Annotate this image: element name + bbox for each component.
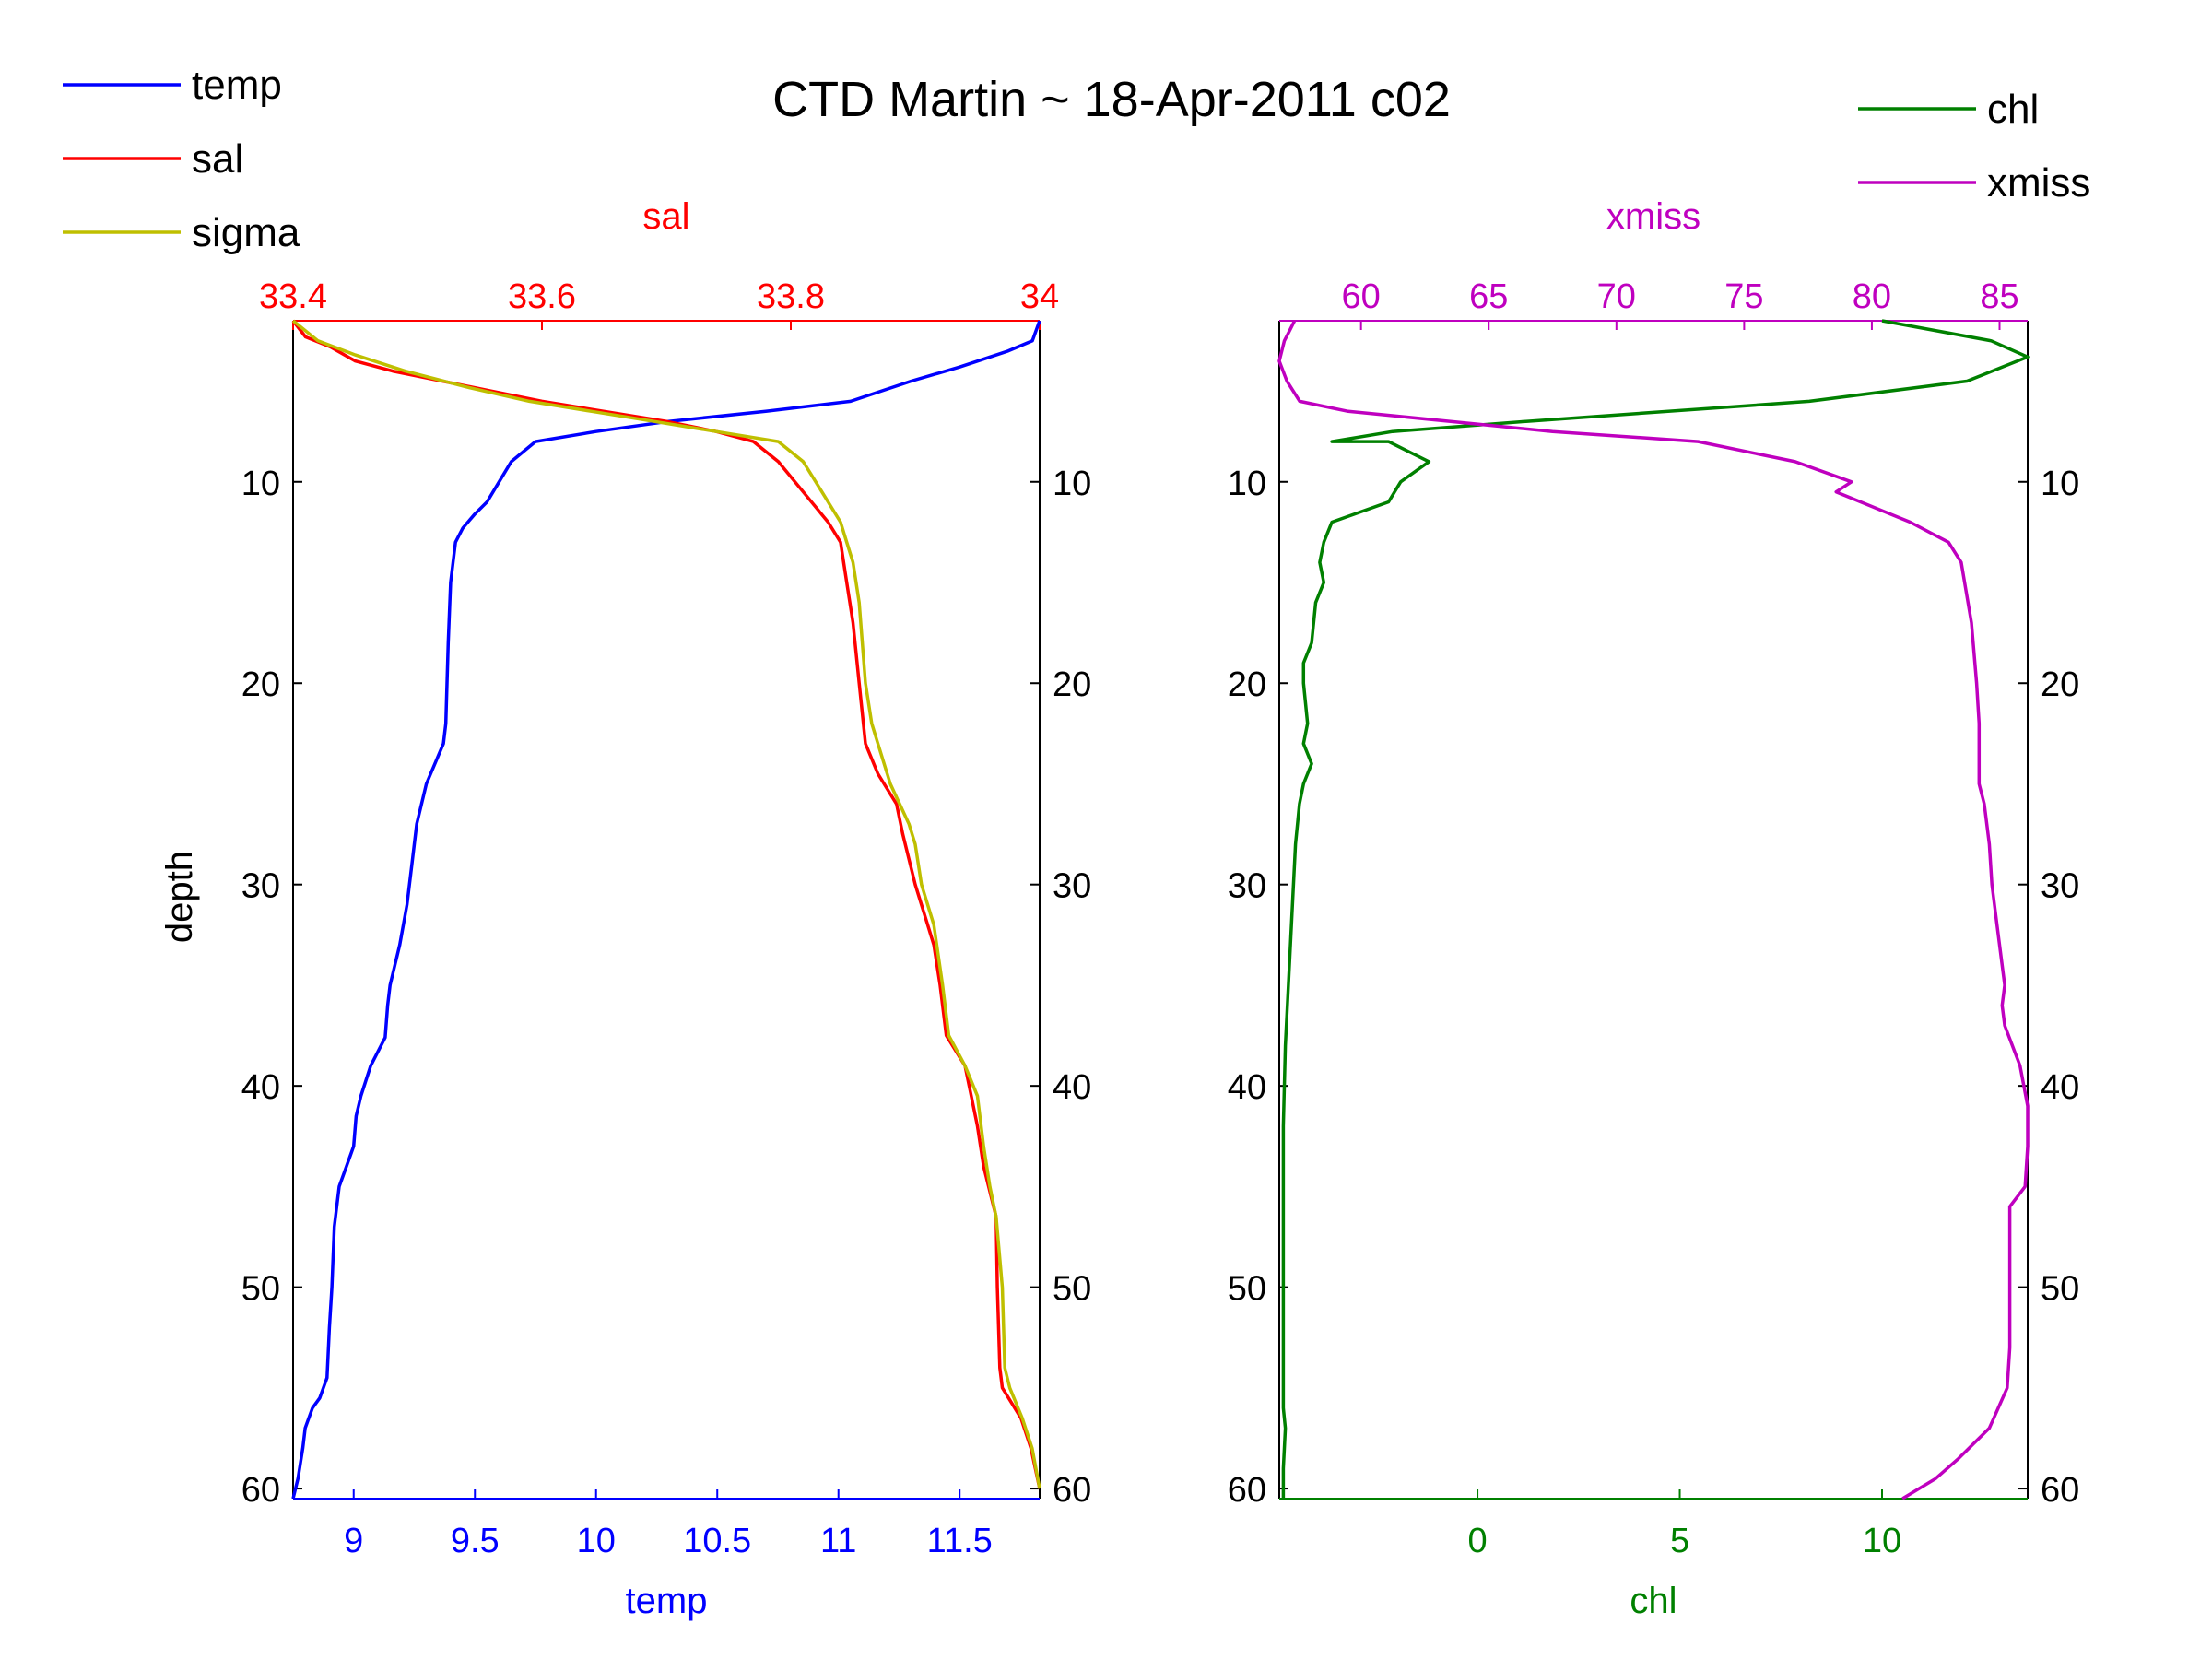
y-tick-label-right: 30 <box>2041 867 2079 906</box>
x-top-tick-label: 75 <box>1724 277 1763 316</box>
series-line-chl <box>1281 319 2030 1499</box>
x-top-axis-label: sal <box>642 196 689 237</box>
series-line-sal <box>291 319 1041 1489</box>
y-tick-label-left: 20 <box>241 665 280 704</box>
y-tick-label-left: 40 <box>241 1068 280 1107</box>
panel-right-chl-xmiss: 10 10 20 20 30 30 40 40 50 50 60 60 0 5 10 chl 60 65 70 75 8… <box>1228 196 2080 1621</box>
y-tick-label-left: 30 <box>241 867 280 906</box>
y-tick-label-left: 10 <box>1228 465 1266 503</box>
x-top-tick-label: 70 <box>1597 277 1636 316</box>
y-tick-label-left: 60 <box>1228 1471 1266 1510</box>
y-tick-label-right: 20 <box>2041 665 2079 704</box>
x-bottom-tick-label: 0 <box>1468 1522 1488 1560</box>
x-bottom-tick-label: 10 <box>1863 1522 1901 1560</box>
legend-label-temp: temp <box>192 63 282 108</box>
figure-title: CTD Martin ~ 18-Apr-2011 c02 <box>772 72 1451 127</box>
x-top-tick-label: 33.4 <box>259 277 327 316</box>
series-line-xmiss <box>1277 320 2030 1500</box>
x-top-tick-label: 60 <box>1342 277 1381 316</box>
y-tick-label-left: 10 <box>241 465 280 503</box>
y-tick-label-right: 60 <box>2041 1471 2079 1510</box>
x-top-tick-label: 33.6 <box>508 277 576 316</box>
x-bottom-tick-label: 11.5 <box>927 1522 993 1560</box>
x-bottom-tick-label: 9.5 <box>451 1522 500 1560</box>
y-tick-label-left: 40 <box>1228 1068 1266 1107</box>
series-line-temp <box>291 320 1041 1500</box>
x-top-tick-label: 85 <box>1980 277 2018 316</box>
y-tick-label-left: 60 <box>241 1471 280 1510</box>
legend-label-sal: sal <box>192 136 243 182</box>
y-tick-label-right: 50 <box>1053 1270 1091 1309</box>
y-axis-label: depth <box>159 851 200 943</box>
series-line-sigma <box>291 319 1041 1489</box>
x-bottom-axis-label: chl <box>1630 1581 1677 1621</box>
x-bottom-tick-label: 10.5 <box>683 1522 751 1560</box>
legend-label-xmiss: xmiss <box>1987 160 2090 206</box>
y-tick-label-right: 30 <box>1053 867 1091 906</box>
y-tick-label-right: 40 <box>1053 1068 1091 1107</box>
x-bottom-tick-label: 5 <box>1670 1522 1689 1560</box>
legend-right: chl xmiss <box>1858 87 2090 206</box>
y-tick-label-right: 10 <box>1053 465 1091 503</box>
y-tick-label-left: 20 <box>1228 665 1266 704</box>
y-tick-label-right: 20 <box>1053 665 1091 704</box>
y-tick-label-left: 50 <box>241 1270 280 1309</box>
y-tick-label-right: 50 <box>2041 1270 2079 1309</box>
x-top-tick-label: 65 <box>1469 277 1508 316</box>
x-top-axis-label: xmiss <box>1606 196 1700 237</box>
x-top-tick-label: 80 <box>1853 277 1891 316</box>
y-tick-label-right: 40 <box>2041 1068 2079 1107</box>
y-tick-label-right: 10 <box>2041 465 2079 503</box>
y-tick-label-left: 50 <box>1228 1270 1266 1309</box>
legend-label-sigma: sigma <box>192 210 300 255</box>
x-top-tick-label: 33.8 <box>757 277 825 316</box>
x-bottom-tick-label: 10 <box>577 1522 616 1560</box>
legend-left: temp sal sigma <box>63 63 300 255</box>
x-bottom-tick-label: 11 <box>820 1522 856 1560</box>
x-bottom-axis-label: temp <box>626 1581 708 1621</box>
x-bottom-tick-label: 9 <box>344 1522 363 1560</box>
legend-label-chl: chl <box>1987 87 2039 132</box>
y-tick-label-right: 60 <box>1053 1471 1091 1510</box>
y-tick-label-left: 30 <box>1228 867 1266 906</box>
panel-left-temp-sal-sigma: 10 10 20 20 30 30 40 40 50 50 60 60 9 9.5 10 10.5 11 11.5… <box>159 196 1091 1621</box>
x-top-tick-label: 34 <box>1020 277 1059 316</box>
